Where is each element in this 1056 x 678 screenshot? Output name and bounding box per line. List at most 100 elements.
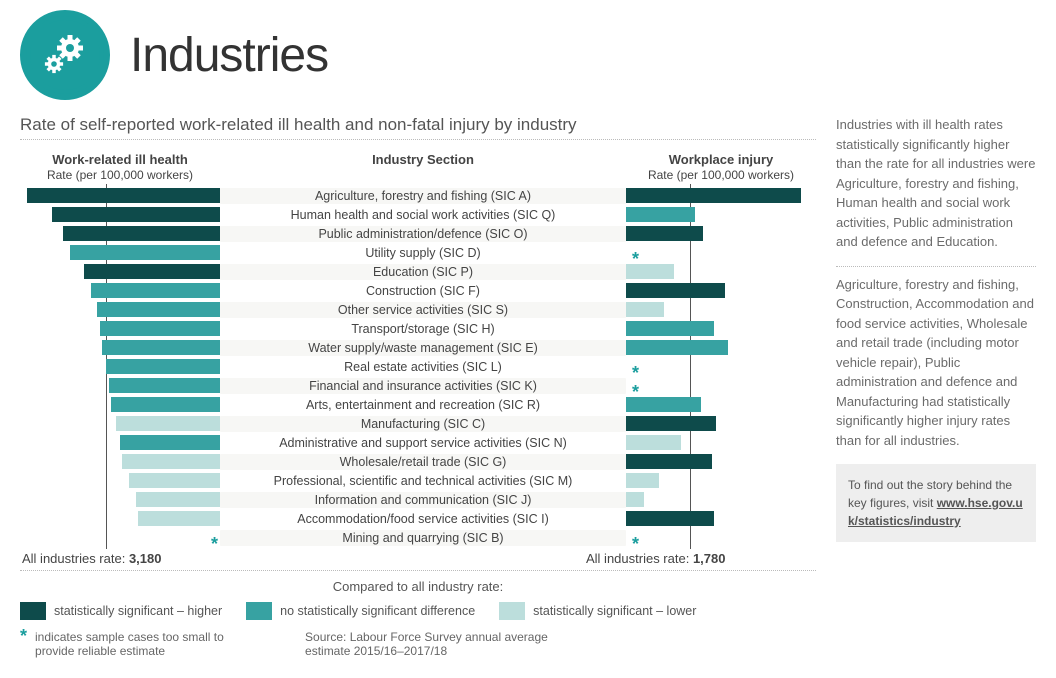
side-para-1: Industries with ill health rates statist…: [836, 115, 1036, 252]
industry-label: Human health and social work activities …: [220, 207, 626, 223]
right-col-sub: Rate (per 100,000 workers): [648, 168, 794, 182]
left-bar: [102, 340, 220, 355]
star-icon: *: [211, 534, 218, 555]
right-bar: [626, 283, 725, 298]
chart-row: Human health and social work activities …: [20, 205, 816, 224]
left-bar: [138, 511, 220, 526]
chart-row: Accommodation/food service activities (S…: [20, 509, 816, 528]
industry-label: Public administration/defence (SIC O): [220, 226, 626, 242]
legend-swatch: [246, 602, 272, 620]
chart-row: Real estate activities (SIC L)*: [20, 357, 816, 376]
chart-row: Manufacturing (SIC C): [20, 414, 816, 433]
chart-panel: Rate of self-reported work-related ill h…: [20, 115, 816, 658]
left-bar: [63, 226, 220, 241]
industry-label: Financial and insurance activities (SIC …: [220, 378, 626, 394]
legend-swatch: [20, 602, 46, 620]
legend-swatch: [499, 602, 525, 620]
all-industries-rates: All industries rate: 3,180 All industrie…: [20, 551, 816, 566]
legend: statistically significant – higher no sta…: [20, 602, 816, 620]
industry-label: Other service activities (SIC S): [220, 302, 626, 318]
chart-row: Water supply/waste management (SIC E): [20, 338, 816, 357]
chart-row: Utility supply (SIC D)*: [20, 243, 816, 262]
chart-row: *Mining and quarrying (SIC B)*: [20, 528, 816, 547]
industry-label: Accommodation/food service activities (S…: [220, 511, 626, 527]
right-bar: [626, 340, 728, 355]
chart-row: Other service activities (SIC S): [20, 300, 816, 319]
left-bar: [27, 188, 220, 203]
left-bar: [109, 378, 220, 393]
page-header: Industries: [20, 10, 1036, 100]
industry-label: Manufacturing (SIC C): [220, 416, 626, 432]
star-icon: *: [632, 363, 639, 384]
chart-row: Wholesale/retail trade (SIC G): [20, 452, 816, 471]
source-text: Source: Labour Force Survey annual avera…: [305, 630, 585, 658]
legend-text: statistically significant – higher: [54, 604, 222, 618]
chart-subtitle: Rate of self-reported work-related ill h…: [20, 115, 816, 135]
chart-row: Professional, scientific and technical a…: [20, 471, 816, 490]
left-bar: [106, 359, 220, 374]
chart-row: Administrative and support service activ…: [20, 433, 816, 452]
right-bar: [626, 264, 674, 279]
left-bar: [116, 416, 220, 431]
left-bar: [120, 435, 220, 450]
right-col-title: Workplace injury: [626, 152, 816, 167]
legend-text: no statistically significant difference: [280, 604, 475, 618]
star-icon: *: [632, 534, 639, 555]
gears-icon: [40, 30, 90, 80]
left-bar: [111, 397, 220, 412]
footnotes: * indicates sample cases too small to pr…: [20, 630, 816, 658]
right-bar: [626, 473, 659, 488]
industry-label: Utility supply (SIC D): [220, 245, 626, 261]
industry-label: Water supply/waste management (SIC E): [220, 340, 626, 356]
right-bar: [626, 188, 801, 203]
chart-row: Education (SIC P): [20, 262, 816, 281]
industry-label: Construction (SIC F): [220, 283, 626, 299]
chart-row: Construction (SIC F): [20, 281, 816, 300]
chart-row: Arts, entertainment and recreation (SIC …: [20, 395, 816, 414]
industry-label: Real estate activities (SIC L): [220, 359, 626, 375]
left-bar: [84, 264, 220, 279]
left-bar: [70, 245, 220, 260]
industry-label: Arts, entertainment and recreation (SIC …: [220, 397, 626, 413]
left-col-sub: Rate (per 100,000 workers): [47, 168, 193, 182]
footnote-star-icon: *: [20, 630, 27, 658]
right-bar: [626, 207, 695, 222]
legend-item: no statistically significant difference: [246, 602, 475, 620]
column-headers: Work-related ill health Rate (per 100,00…: [20, 148, 816, 186]
side-cta: To find out the story behind the key fig…: [836, 464, 1036, 542]
industry-label: Education (SIC P): [220, 264, 626, 280]
side-panel: Industries with ill health rates statist…: [836, 115, 1036, 658]
industry-label: Professional, scientific and technical a…: [220, 473, 626, 489]
left-bar: [97, 302, 220, 317]
right-bar: [626, 435, 681, 450]
right-bar: [626, 454, 712, 469]
right-bar: [626, 416, 716, 431]
left-bar: [91, 283, 220, 298]
left-bar: [100, 321, 220, 336]
legend-text: statistically significant – lower: [533, 604, 696, 618]
right-bar: [626, 511, 714, 526]
right-bar: [626, 226, 703, 241]
chart-row: Financial and insurance activities (SIC …: [20, 376, 816, 395]
chart-row: Agriculture, forestry and fishing (SIC A…: [20, 186, 816, 205]
legend-item: statistically significant – higher: [20, 602, 222, 620]
industry-label: Wholesale/retail trade (SIC G): [220, 454, 626, 470]
right-bar: [626, 397, 701, 412]
right-bar: [626, 492, 644, 507]
legend-title: Compared to all industry rate:: [20, 579, 816, 594]
mid-col-title: Industry Section: [372, 152, 474, 167]
industry-label: Mining and quarrying (SIC B): [220, 530, 626, 546]
chart-row: Public administration/defence (SIC O): [20, 224, 816, 243]
footnote-star-text: indicates sample cases too small to prov…: [35, 630, 265, 658]
industry-label: Agriculture, forestry and fishing (SIC A…: [220, 188, 626, 204]
industry-label: Transport/storage (SIC H): [220, 321, 626, 337]
chart-row: Information and communication (SIC J): [20, 490, 816, 509]
left-col-title: Work-related ill health: [20, 152, 220, 167]
left-bar: [122, 454, 220, 469]
chart-row: Transport/storage (SIC H): [20, 319, 816, 338]
legend-item: statistically significant – lower: [499, 602, 696, 620]
industry-label: Information and communication (SIC J): [220, 492, 626, 508]
chart-body: Agriculture, forestry and fishing (SIC A…: [20, 186, 816, 547]
left-bar: [129, 473, 220, 488]
industries-icon: [20, 10, 110, 100]
